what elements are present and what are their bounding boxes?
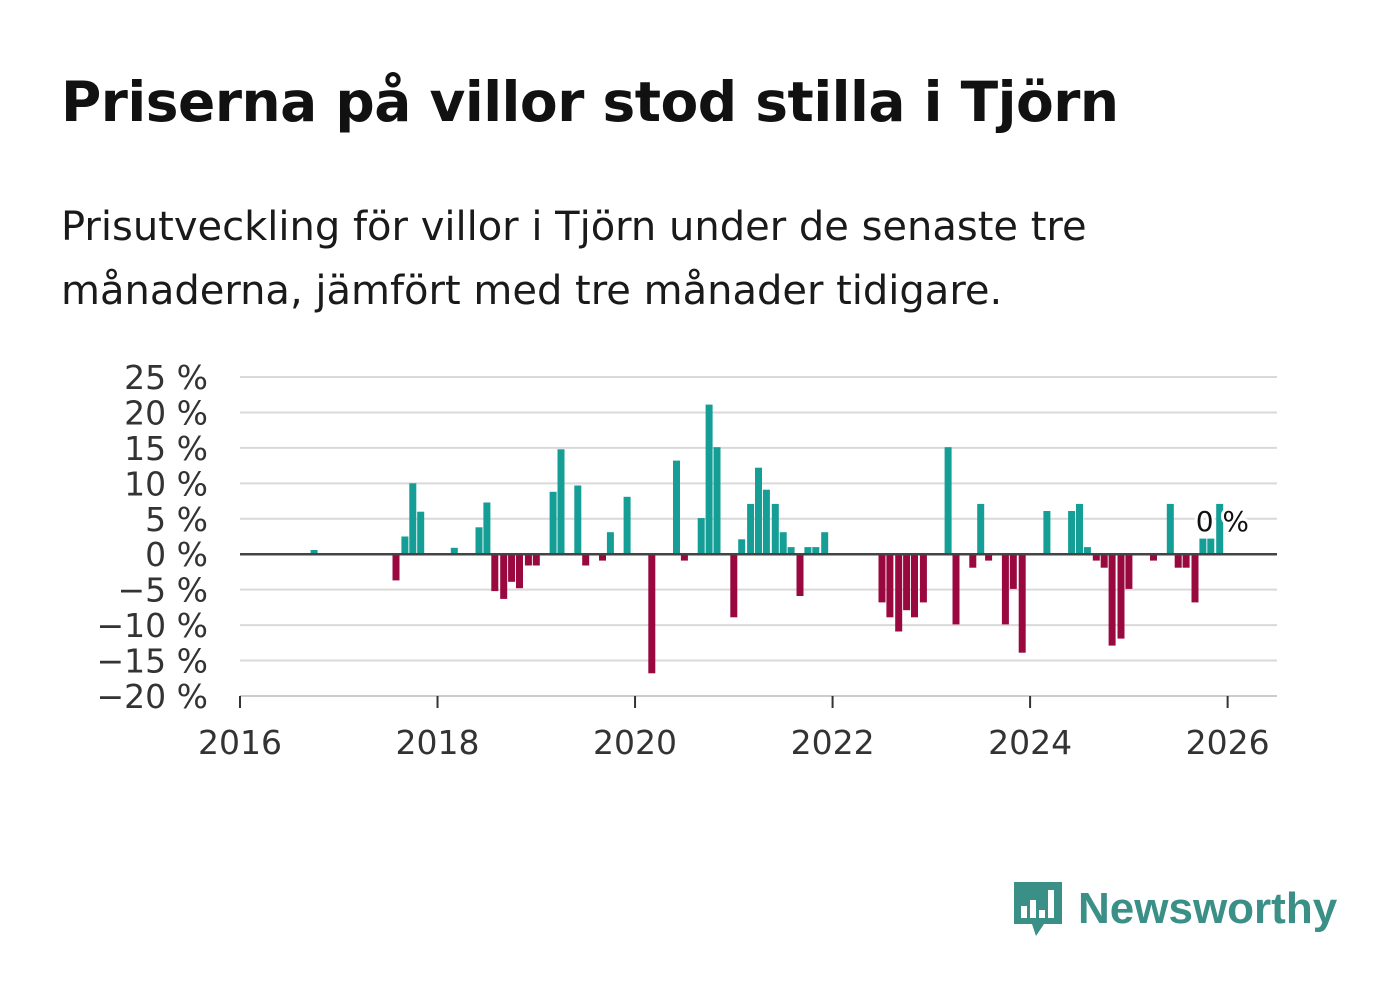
bar [1125,554,1133,589]
bar [1166,503,1174,555]
brand-logo: Newsworthy [1010,878,1337,940]
bar [796,554,804,596]
bar [491,554,499,592]
bar [812,547,820,555]
last-value-label-halo: 0 % [1196,505,1249,538]
x-tick-label: 2018 [396,723,480,762]
bar [549,491,557,555]
y-tick-label: 10 % [124,464,208,503]
y-tick-label: −10 % [97,606,209,645]
bar [821,532,829,555]
bar [1043,511,1051,555]
bar [895,554,903,632]
brand-name: Newsworthy [1078,884,1338,933]
bar [1092,554,1100,561]
bar [1009,554,1017,589]
bar [1076,503,1083,555]
bar [1216,503,1224,555]
bar [524,554,532,566]
bar [804,547,812,555]
bar [557,449,565,555]
bar [911,554,918,618]
bar [787,547,795,555]
y-axis-ticks: 25 %20 %15 %10 %5 %0 %−5 %−10 %−15 %−20 … [97,358,209,716]
bar [392,554,400,581]
y-tick-label: −15 % [97,642,209,681]
bar [1083,547,1091,555]
bar [417,511,425,555]
x-tick-label: 2026 [1186,723,1270,762]
bar [730,554,738,618]
bar [1199,538,1207,555]
chart-subtitle: Prisutveckling för villor i Tjörn under … [61,204,1087,314]
bar [985,554,993,561]
bar [475,527,483,555]
bar [977,503,985,555]
bar [738,539,746,555]
bar [483,502,491,555]
y-tick-label: 5 % [145,500,208,539]
bar [599,554,606,561]
x-tick-label: 2016 [198,723,282,762]
bar [1174,554,1182,568]
bar [1182,554,1190,568]
bar [952,554,960,625]
bar [450,547,458,555]
bar [779,532,787,555]
bar [1191,554,1199,603]
newsworthy-icon [1014,882,1062,936]
y-tick-label: −20 % [97,677,209,716]
bar [1117,554,1125,639]
bar [697,518,705,555]
bar [1207,538,1215,555]
y-tick-label: −5 % [118,571,209,610]
bar [747,503,755,555]
bar [755,467,762,555]
bar [1150,554,1157,561]
y-tick-label: 25 % [124,358,208,397]
bar [500,554,508,599]
bar [574,485,582,555]
bar [944,447,952,555]
annotations: 0 %0 % [1193,502,1252,541]
bar [1001,554,1009,625]
axes [240,552,1277,697]
bar [401,536,409,555]
bar [878,554,886,603]
bar [705,404,713,555]
bar [919,554,927,603]
bar [762,489,770,555]
x-tick-label: 2022 [791,723,875,762]
bar [969,554,977,568]
bar [1108,554,1116,646]
bars [310,404,1224,674]
x-axis-ticks: 2016 2018 2020 2022 2024 2026 [198,696,1270,762]
y-tick-label: 20 % [124,393,208,432]
bar [1018,554,1026,653]
bar [532,554,540,566]
bar [623,496,631,555]
bar [680,554,688,561]
bar [771,503,779,555]
bar [713,447,721,555]
y-tick-label: 0 % [145,535,208,574]
y-tick-label: 15 % [124,429,208,468]
last-value-label: 0 % [1196,505,1249,538]
bar [673,460,680,555]
bar [1100,554,1108,568]
bar [886,554,894,618]
bar [310,550,318,555]
bar [508,554,516,582]
bar [903,554,911,611]
bar [606,532,614,555]
x-tick-label: 2024 [988,723,1072,762]
bar [648,554,656,674]
bar [409,483,417,555]
bar [1068,511,1076,555]
chart-title: Priserna på villor stod stilla i Tjörn [61,70,1119,134]
bar [516,554,523,589]
bar [582,554,590,566]
x-tick-label: 2020 [593,723,677,762]
